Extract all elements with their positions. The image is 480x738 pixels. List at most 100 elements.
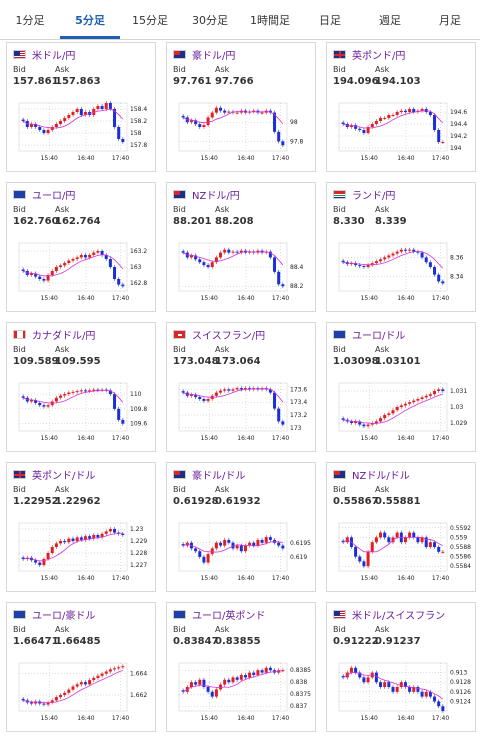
rate-card[interactable]: ランド/円 Bid Ask 8.330 8.339 8.36 8.34 15:40 16:40 1… [326,182,476,312]
mini-candlestick-chart[interactable]: 1.031 1.03 1.029 15:40 16:40 17:40 [333,381,471,443]
currency-pair-link[interactable]: NZドル/ドル [352,470,410,482]
mini-candlestick-chart[interactable]: 173.6 173.4 173.2 173 15:40 16:40 17:40 [173,381,311,443]
au-flag-icon [173,49,186,59]
ask-value: 88.208 [215,216,254,227]
currency-pair-link[interactable]: ユーロ/豪ドル [32,610,96,622]
rate-card[interactable]: 英ポンド/円 Bid Ask 194.096194.103 194.6 194.4 194.… [326,42,476,172]
tab-0[interactable]: 1分足 [15,13,45,27]
currency-pair-link[interactable]: ランド/円 [352,190,396,202]
rate-card[interactable]: ユーロ/英ポンド Bid Ask 0.838470.83855 0.8385 0.838 0… [166,602,316,732]
candle-body [198,397,202,399]
rate-card[interactable]: カナダドル/円 Bid Ask 109.589109.595 110 109.8 109.6… [6,322,156,452]
tab-2[interactable]: 15分足 [132,13,168,27]
currency-pair-link[interactable]: 英ポンド/円 [352,50,406,62]
rate-card[interactable]: 豪ドル/ドル Bid Ask 0.619280.61932 0.6195 0.619 15:… [166,462,316,592]
candle-body [391,253,395,256]
candle-body [214,107,218,113]
candle-body [428,691,432,697]
candle-body [383,118,387,119]
candle-body [71,259,75,261]
candle-body [223,249,227,253]
rate-card[interactable]: 英ポンド/ドル Bid Ask 1.229521.22962 1.23 1.229 1.22… [6,462,156,592]
x-tick-label: 16:40 [77,155,94,162]
rate-card[interactable]: ユーロ/円 Bid Ask 162.760162.764 163.2 163 162.8 15… [6,182,156,312]
mini-candlestick-chart[interactable]: 98 97.8 15:40 16:40 17:40 [173,101,311,163]
currency-pair-link[interactable]: NZドル/円 [192,190,240,202]
y-tick-label: 88.4 [290,264,304,271]
card-header: 米ドル/スイスフラン [333,607,446,622]
y-tick-label: 1.031 [450,388,467,395]
rate-card[interactable]: NZドル/円 Bid Ask 88.201 88.208 88.4 88.2 15:40 16:… [166,182,316,312]
mini-candlestick-chart[interactable]: 0.913 0.9128 0.9126 0.9124 15:40 16:40 17:40 [333,661,471,723]
mini-candlestick-chart[interactable]: 0.6195 0.619 15:40 16:40 17:40 [173,521,311,583]
x-tick-label: 15:40 [361,575,378,582]
candle-body [341,260,345,263]
currency-pair-link[interactable]: 米ドル/円 [32,50,76,62]
y-tick-label: 0.913 [450,670,467,677]
candle-body [67,689,71,693]
candle-body [412,687,416,692]
currency-pair-link[interactable]: ユーロ/円 [32,190,76,202]
candle-body [412,532,416,538]
rate-card[interactable]: 豪ドル/円 Bid Ask 97.761 97.766 98 97.8 15:40 16:40 1… [166,42,316,172]
ask-label: Ask [55,65,70,74]
tab-4[interactable]: 1時間足 [250,13,290,27]
candle-body [358,672,362,678]
candle-body [248,542,252,546]
mini-candlestick-chart[interactable]: 88.4 88.2 15:40 16:40 17:40 [173,241,311,303]
candle-body [383,257,387,260]
mini-candlestick-chart[interactable]: 0.8385 0.838 0.8375 0.837 15:40 16:40 17:40 [173,661,311,723]
currency-pair-link[interactable]: 豪ドル/円 [192,50,236,62]
currency-pair-link[interactable]: スイスフラン/円 [192,330,266,342]
candle-body [88,680,92,685]
mini-candlestick-chart[interactable]: 158.4 158.2 158 157.8 15:40 16:40 17:40 [13,101,151,163]
mini-candlestick-chart[interactable]: 194.6 194.4 194.2 194 15:40 16:40 17:40 [333,101,471,163]
candle-body [96,106,100,109]
mini-candlestick-chart[interactable]: 0.5592 0.559 0.5588 0.5586 0.5584 15:40 16:40 1… [333,521,471,583]
rate-card[interactable]: スイスフラン/円 Bid Ask 173.048173.064 173.6 173.4 17… [166,322,316,452]
candle-body [202,679,206,687]
x-tick-label: 16:40 [77,575,94,582]
candle-body [387,413,391,415]
tab-5[interactable]: 日足 [319,13,341,27]
moving-average-line [23,532,123,562]
candle-body [42,703,46,705]
candle-body [354,421,358,423]
moving-average-line [23,669,123,704]
plot-frame [338,662,448,712]
bid-label: Bid [173,625,186,634]
candle-body [424,395,428,398]
rate-card[interactable]: 米ドル/スイスフラン Bid Ask 0.912220.91237 0.913 0.912… [326,602,476,732]
tab-3[interactable]: 30分足 [192,13,228,27]
x-tick-label: 17:40 [272,435,289,442]
rate-card[interactable]: ユーロ/豪ドル Bid Ask 1.664711.66485 1.664 1.662 15:… [6,602,156,732]
mini-candlestick-chart[interactable]: 110 109.8 109.6 15:40 16:40 17:40 [13,381,151,443]
currency-pair-link[interactable]: ユーロ/英ポンド [192,610,266,622]
mini-candlestick-chart[interactable]: 1.664 1.662 15:40 16:40 17:40 [13,661,151,723]
candle-body [441,281,445,284]
currency-pair-link[interactable]: カナダドル/円 [32,330,96,342]
card-header: NZドル/円 [173,187,240,202]
currency-pair-link[interactable]: 豪ドル/ドル [192,470,246,482]
ask-label: Ask [215,485,230,494]
currency-pair-link[interactable]: 米ドル/スイスフラン [352,610,446,622]
tab-1[interactable]: 5分足 [60,0,120,39]
candle-body [268,667,272,671]
rate-card[interactable]: 米ドル/円 Bid Ask 157.861157.863 158.4 158.2 158 15… [6,42,156,172]
currency-pair-link[interactable]: 英ポンド/ドル [32,470,96,482]
rate-card[interactable]: NZドル/ドル Bid Ask 0.558670.55881 0.5592 0.559 0.… [326,462,476,592]
candle-body [366,127,370,133]
mini-candlestick-chart[interactable]: 163.2 163 162.8 15:40 16:40 17:40 [13,241,151,303]
candle-body [29,124,33,127]
bid-value: 0.55867 [333,496,379,507]
currency-pair-link[interactable]: ユーロ/ドル [352,330,406,342]
mini-candlestick-chart[interactable]: 1.23 1.229 1.228 1.227 15:40 16:40 17:40 [13,521,151,583]
tab-7[interactable]: 月足 [439,13,461,27]
tab-6[interactable]: 週足 [379,13,401,27]
mini-candlestick-chart[interactable]: 8.36 8.34 15:40 16:40 17:40 [333,241,471,303]
candle-body [433,542,437,547]
za-flag-icon [333,189,346,199]
candle-body [88,536,92,539]
rate-card[interactable]: ユーロ/ドル Bid Ask 1.030981.03101 1.031 1.03 1.029… [326,322,476,452]
candle-body [63,692,67,695]
